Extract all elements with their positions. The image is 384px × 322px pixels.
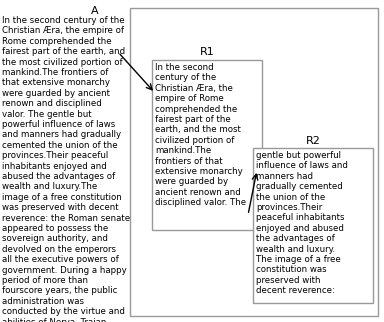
Text: gentle but powerful
influence of laws and
manners had
gradually cemented
the uni: gentle but powerful influence of laws an…: [256, 151, 348, 295]
Text: R2: R2: [306, 136, 320, 146]
Text: In the second
century of the
Christian Æra, the
empire of Rome
comprehended the
: In the second century of the Christian Æ…: [155, 63, 246, 207]
Bar: [152, 60, 262, 230]
Text: R1: R1: [200, 47, 214, 57]
Text: In the second century of the
Christian Æra, the empire of
Rome comprehended the
: In the second century of the Christian Æ…: [2, 16, 130, 322]
Bar: [130, 8, 378, 316]
Text: A: A: [91, 6, 99, 16]
Bar: [253, 148, 373, 303]
